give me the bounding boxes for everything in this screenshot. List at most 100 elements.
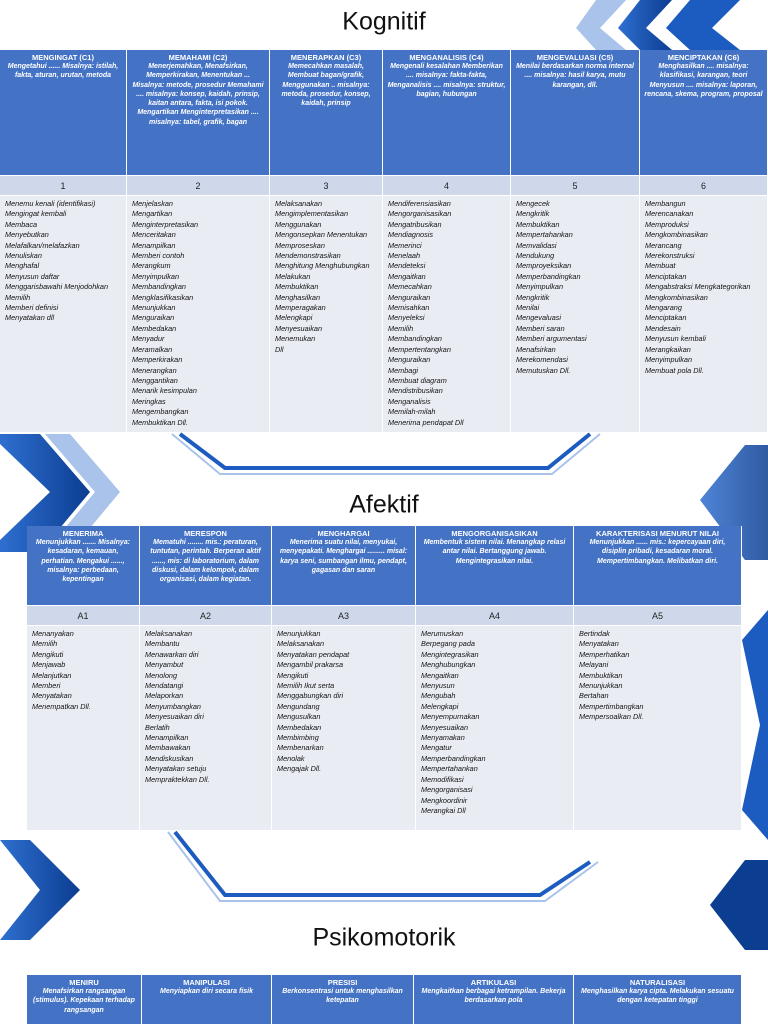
verb-item: Memilih [5, 292, 31, 302]
verb-item: Merumuskan [421, 629, 464, 638]
section-title: Afektif [349, 490, 419, 519]
verb-item: Mendiagnosis [388, 230, 434, 240]
verb-item: Mengikuti [32, 649, 64, 659]
chevron [666, 0, 740, 50]
verb-item: Menunjukkan [579, 681, 623, 691]
verb-item: Menggantikan [132, 375, 178, 385]
verb-item: Mengorganisasikan [388, 209, 452, 219]
column-description: Menghasilkan .... misalnya: klasifikasi,… [644, 63, 763, 98]
verb-item: Melengkapi [275, 313, 313, 323]
verb-item: Mengingat kembali [5, 209, 67, 219]
verb-item: Membaca [5, 219, 38, 229]
verb-item: Menyatakan [32, 691, 72, 701]
column-heading: MENGINGAT (C1) [32, 53, 94, 62]
verb-item: Melanjutkan [32, 670, 72, 680]
verb-item: Memberi argumentasi [516, 334, 587, 344]
verb-item: Mengartikan [132, 209, 173, 219]
column-description: Membentuk sistem nilai. Menangkap relasi… [423, 539, 566, 565]
column-description: Menghasilkan karya cipta. Melakukan sesu… [581, 988, 734, 1005]
verb-item: Menggunakan [275, 219, 322, 229]
column-description: Menyiapkan diri secara fisik [160, 988, 253, 995]
verb-item: Menanyakan [32, 629, 74, 638]
column-description: Menafsirkan rangsangan (stimulus). Kepek… [33, 988, 135, 1014]
verb-item: Meringkas [132, 396, 166, 406]
level-number: A3 [272, 605, 416, 625]
column-description: Mengetahui ...... Misalnya: istilah, fak… [7, 63, 119, 80]
verb-item: Mengintegrasikan [421, 649, 479, 659]
verb-item: Menyimpulkan [645, 355, 693, 365]
verb-item: Memilah-milah [388, 407, 436, 417]
verb-item: Mengambil prakarsa [277, 660, 344, 670]
column-heading: MENCIPTAKAN (C6) [667, 53, 740, 62]
verb-item: Menafsirkan [516, 344, 556, 354]
column-description: Menerjemahkan, Menafsirkan, Memperkiraka… [132, 63, 264, 126]
level-number: 6 [640, 175, 768, 195]
chevron [618, 0, 672, 50]
verb-item: Mempraktekkan Dll. [145, 774, 210, 784]
column-header: MENCIPTAKAN (C6) Menghasilkan .... misaln… [640, 50, 768, 175]
verb-item: Membuktikan [516, 219, 560, 229]
verb-item: Menyesuaikan [275, 323, 323, 333]
verb-item: Membuktikan [275, 282, 319, 292]
verb-item: Dll [275, 344, 284, 354]
level-number: A4 [416, 605, 574, 625]
verb-item: Membenarkan [277, 743, 324, 753]
column-header: MENERAPKAN (C3) Memecahkan masalah, Membu… [270, 50, 383, 175]
section-title: Psikomotorik [312, 923, 456, 952]
verb-item: Meramalkan [132, 344, 173, 354]
column-heading: MENIRU [69, 978, 99, 987]
verb-item: Menyesuaikan [421, 722, 469, 732]
verb-item: Mengusulkan [277, 712, 321, 722]
column-heading: NATURALISASI [629, 978, 686, 987]
column-description: Mengenali kesalahan Memberikan .... misa… [387, 63, 506, 98]
verb-item: Menerima pendapat Dll [388, 417, 464, 427]
verb-item: Mengikuti [277, 670, 309, 680]
column-header: MENGEVALUASI (C5) Menilai berdasarkan nor… [511, 50, 640, 175]
verb-item: Melaporkan [145, 691, 184, 701]
verb-item: Mengimplementasikan [275, 209, 349, 219]
verb-item: Membangun [645, 199, 686, 208]
verb-item: Membagi [388, 365, 419, 375]
verb-item: Menilai [516, 303, 540, 313]
verb-item: Memproseskan [275, 240, 325, 250]
verb-item: Menolak [277, 753, 305, 763]
verb-item: Menemu kenali (identifikasi) [5, 199, 96, 208]
column-description: Berkonsentrasi untuk menghasilkan ketepa… [282, 988, 403, 1005]
column-header: KARAKTERISASI MENURUT NILAI Menunjukkan .… [574, 526, 742, 605]
column-description: Mematuhi ........ mis.: peraturan, tuntu… [150, 539, 261, 584]
column-description: Menunjukkan ...... mis.: kepercayaan dir… [589, 539, 726, 565]
verb-item: Memerinci [388, 240, 422, 250]
column-description: Menunjukkan ....... Misalnya: kesadaran,… [35, 539, 131, 584]
verb-list: Mendiferensiasikan Mengorganisasikan Menga… [383, 195, 511, 432]
verb-item: Menyatakan pendapat [277, 649, 350, 659]
verb-item: Membuat pola Dll. [645, 365, 704, 375]
verb-item: Menyatakan [579, 639, 619, 649]
verb-item: Memberi contoh [132, 251, 185, 261]
verb-item: Berpegang pada [421, 639, 475, 649]
verb-item: Menjawab [32, 660, 66, 670]
column-header: MENGHARGAI Menerima suatu nilai, menyukai… [272, 526, 416, 605]
verb-item: Menginterpretasikan [132, 219, 199, 229]
verb-item: Mengabstraksi Mengkategorikan [645, 282, 751, 292]
column-heading: PRESISI [327, 978, 358, 987]
verb-item: Memberi saran [516, 323, 565, 333]
verb-item: Membuat [645, 261, 676, 271]
verb-item: Menghasilkan [275, 292, 321, 302]
verb-item: Mengajak Dll. [277, 764, 322, 774]
verb-item: Memperhatikan [579, 649, 630, 659]
column-header: MENGINGAT (C1) Mengetahui ...... Misalnya… [0, 50, 127, 175]
verb-item: Mengkombinasikan [645, 292, 708, 302]
verb-item: Menyempurnakan [421, 712, 480, 722]
verb-item: Melaksanakan [145, 629, 193, 638]
verb-item: Menyusun daftar [5, 271, 60, 281]
verb-item: Mendeteksi [388, 261, 426, 271]
band [178, 432, 592, 470]
verb-item: Menggabungkan diri [277, 691, 344, 701]
verb-item: Menghafal [5, 261, 40, 271]
verb-item: Mengundang [277, 701, 320, 711]
verb-item: Menguraikan [388, 292, 431, 302]
verb-item: Memisahkan [388, 303, 430, 313]
verb-item: Mengevaluasi [516, 313, 562, 323]
level-number: 2 [127, 175, 270, 195]
column-heading: MENGEVALUASI (C5) [536, 53, 614, 62]
